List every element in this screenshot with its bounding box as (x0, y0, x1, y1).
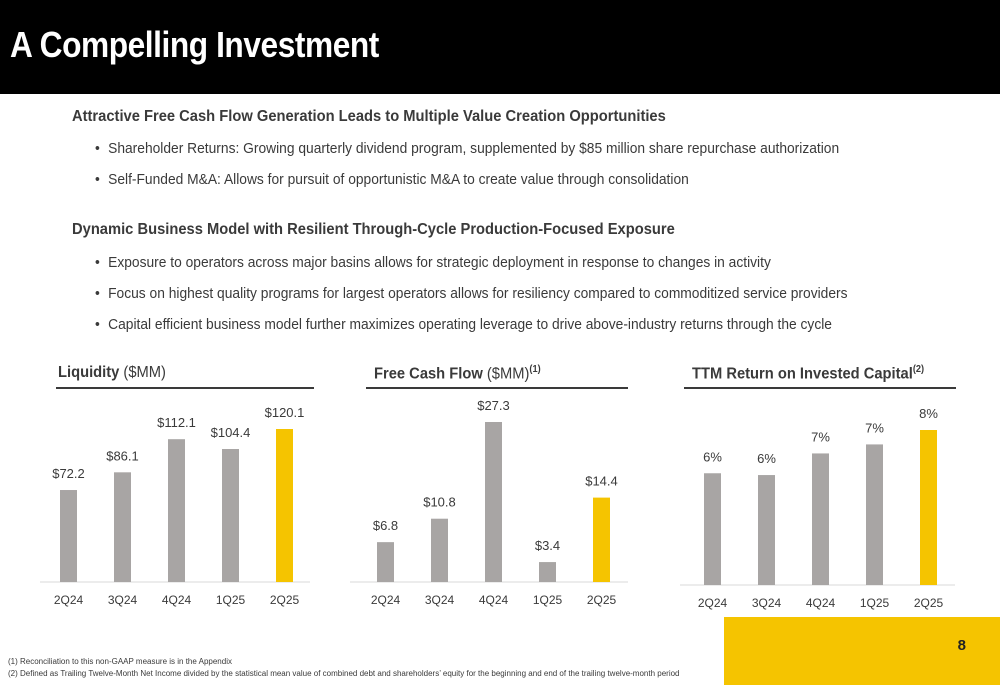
roic-value-label: 7% (865, 420, 884, 435)
liquidity-title-rule (56, 387, 314, 389)
liquidity-category-label: 2Q24 (54, 593, 84, 607)
fcf-bar-1q25 (539, 562, 556, 582)
bullet-focus: Focus on highest quality programs for la… (95, 285, 848, 302)
bullet-capital-efficient: Capital efficient business model further… (95, 316, 832, 333)
roic-value-label: 6% (703, 449, 722, 464)
roic-category-label: 1Q25 (860, 596, 890, 610)
fcf-title-unit: ($MM) (482, 365, 530, 383)
fcf-bar-2q25 (593, 497, 610, 582)
roic-category-label: 4Q24 (806, 596, 836, 610)
fcf-bar-4q24 (485, 422, 502, 582)
liquidity-bar-4q24 (168, 439, 185, 582)
liquidity-value-label: $86.1 (106, 448, 139, 463)
roic-value-label: 6% (757, 451, 776, 466)
liquidity-bar-3q24 (114, 472, 131, 582)
fcf-value-label: $14.4 (585, 474, 618, 489)
liquidity-chart-title: Liquidity ($MM) (58, 364, 166, 382)
liquidity-value-label: $104.4 (211, 425, 251, 440)
fcf-title-rule (366, 387, 628, 389)
liquidity-title-unit: ($MM) (119, 364, 166, 381)
roic-chart: 6% 2Q24 6% 3Q24 7% 4Q24 7% 1Q25 8% 2Q25 (680, 406, 955, 610)
roic-bar-2q25 (920, 430, 937, 585)
fcf-value-label: $6.8 (373, 518, 398, 533)
fcf-category-label: 2Q25 (587, 593, 617, 607)
roic-bar-1q25 (866, 444, 883, 585)
bullet-shareholder-returns: Shareholder Returns: Growing quarterly d… (95, 140, 839, 157)
section-heading-business-model: Dynamic Business Model with Resilient Th… (72, 221, 675, 238)
roic-title-footnote-ref: (2) (912, 364, 925, 375)
footnote-1: (1) Reconciliation to this non-GAAP meas… (8, 657, 232, 666)
liquidity-value-label: $72.2 (52, 466, 85, 481)
liquidity-value-label: $120.1 (265, 405, 305, 420)
fcf-category-label: 1Q25 (533, 593, 563, 607)
liquidity-title-bold: Liquidity (58, 364, 120, 381)
fcf-category-label: 4Q24 (479, 593, 509, 607)
title-bar: A Compelling Investment (0, 0, 1000, 94)
fcf-value-label: $3.4 (535, 538, 560, 553)
liquidity-category-label: 2Q25 (270, 593, 300, 607)
liquidity-category-label: 4Q24 (162, 593, 192, 607)
footnote-2: (2) Defined as Trailing Twelve-Month Net… (8, 669, 680, 678)
liquidity-bar-1q25 (222, 449, 239, 582)
liquidity-bar-2q25 (276, 429, 293, 582)
roic-category-label: 3Q24 (752, 596, 782, 610)
roic-chart-title: TTM Return on Invested Capital(2) (692, 364, 924, 383)
fcf-chart-title: Free Cash Flow ($MM)(1) (374, 364, 541, 383)
roic-value-label: 8% (919, 406, 938, 421)
roic-bar-4q24 (812, 453, 829, 585)
fcf-category-label: 3Q24 (425, 593, 455, 607)
roic-category-label: 2Q25 (914, 596, 944, 610)
liquidity-bar-2q24 (60, 490, 77, 582)
fcf-category-label: 2Q24 (371, 593, 401, 607)
roic-category-label: 2Q24 (698, 596, 728, 610)
liquidity-chart: $72.2 2Q24 $86.1 3Q24 $112.1 4Q24 $104.4 1Q25 $1… (40, 405, 310, 607)
roic-bar-3q24 (758, 475, 775, 585)
bullet-self-funded-ma: Self-Funded M&A: Allows for pursuit of o… (95, 171, 689, 188)
fcf-bar-2q24 (377, 542, 394, 582)
roic-title-bold: TTM Return on Invested Capital (692, 365, 913, 383)
roic-bar-2q24 (704, 473, 721, 585)
fcf-bar-3q24 (431, 518, 448, 582)
page-number: 8 (957, 637, 966, 654)
bullet-exposure: Exposure to operators across major basin… (95, 254, 771, 271)
liquidity-category-label: 1Q25 (216, 593, 246, 607)
fcf-title-bold: Free Cash Flow (374, 365, 483, 383)
section-heading-fcf: Attractive Free Cash Flow Generation Lea… (72, 108, 666, 125)
roic-title-rule (684, 387, 956, 389)
liquidity-value-label: $112.1 (157, 415, 196, 430)
fcf-title-footnote-ref: (1) (529, 364, 541, 375)
roic-value-label: 7% (811, 429, 830, 444)
fcf-value-label: $27.3 (477, 398, 510, 413)
page-title: A Compelling Investment (10, 24, 379, 65)
page-number-box: 8 (724, 617, 1000, 685)
fcf-value-label: $10.8 (423, 495, 456, 510)
liquidity-category-label: 3Q24 (108, 593, 138, 607)
fcf-chart: $6.8 2Q24 $10.8 3Q24 $27.3 4Q24 $3.4 1Q25 $14.4 2… (350, 398, 628, 607)
